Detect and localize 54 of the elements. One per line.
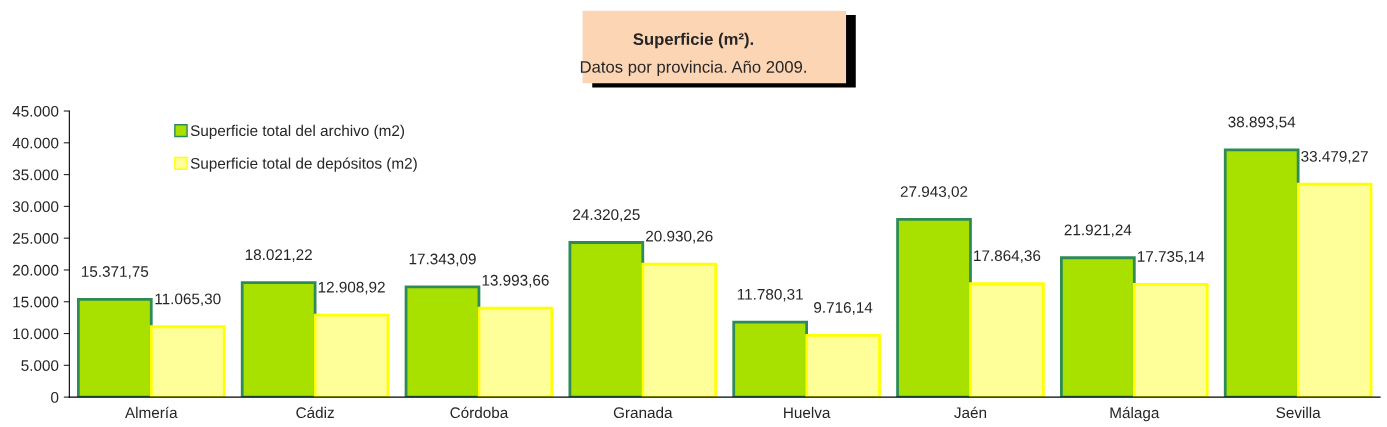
data-label: 13.993,66 xyxy=(482,274,549,288)
data-label: 24.320,25 xyxy=(573,209,640,222)
data-label: 11.780,31 xyxy=(737,288,803,302)
data-label: 20.930,26 xyxy=(646,230,713,244)
data-label: 11.065,30 xyxy=(155,293,221,307)
bar xyxy=(313,313,390,398)
bar xyxy=(240,281,317,398)
data-label: 17.343,09 xyxy=(409,253,476,267)
data-label: 17.864,36 xyxy=(974,250,1041,263)
bar xyxy=(1223,148,1300,398)
bar xyxy=(1132,282,1209,398)
data-label: 15.371,75 xyxy=(82,266,149,279)
bar xyxy=(805,333,881,398)
data-label: 18.021,22 xyxy=(245,249,312,262)
y-tick-label: 25.000 xyxy=(12,233,59,244)
bar xyxy=(76,297,153,398)
y-tick-label: 20.000 xyxy=(12,264,59,276)
bar xyxy=(969,282,1045,398)
legend-label: Superficie total de depósitos (m2) xyxy=(190,157,417,172)
y-tick-label: 40.000 xyxy=(12,137,59,149)
bar xyxy=(568,241,645,398)
chart-subtitle: Datos por provincia. Año 2009. xyxy=(580,60,806,77)
legend-label: Superficie total del archivo (m2) xyxy=(190,124,405,140)
x-tick-label: Granada xyxy=(613,406,673,419)
bar xyxy=(732,320,809,398)
x-tick-label: Málaga xyxy=(1110,406,1160,422)
x-tick-label: Almería xyxy=(124,406,178,419)
x-tick-label: Sevilla xyxy=(1276,406,1321,419)
bar xyxy=(149,325,226,398)
data-label: 12.908,92 xyxy=(318,281,385,295)
y-tick-label: 10.000 xyxy=(13,328,59,340)
x-tick-label: Cádiz xyxy=(296,406,334,419)
y-tick-label: 35.000 xyxy=(12,169,59,181)
bar xyxy=(477,306,554,398)
x-tick-label: Huelva xyxy=(784,406,831,419)
y-tick-label: 30.000 xyxy=(12,201,59,213)
data-label: 9.716,14 xyxy=(814,302,873,315)
bar xyxy=(1060,256,1136,398)
y-tick-label: 45.000 xyxy=(12,105,59,117)
x-tick-label: Jaén xyxy=(954,406,987,419)
bar xyxy=(404,285,481,398)
chart-title: Superficie (m²). xyxy=(633,32,754,49)
y-tick-label: 5.000 xyxy=(21,360,59,372)
bar xyxy=(896,218,972,398)
data-label: 27.943,02 xyxy=(900,186,968,199)
y-tick-label: 0 xyxy=(51,391,59,403)
data-label: 38.893,54 xyxy=(1228,116,1296,130)
data-label: 21.921,24 xyxy=(1064,224,1132,238)
x-tick-label: Córdoba xyxy=(450,406,509,419)
bar xyxy=(641,262,718,398)
data-label: 17.735,14 xyxy=(1137,251,1205,264)
bar xyxy=(1296,182,1373,398)
y-tick-label: 15.000 xyxy=(13,296,59,308)
data-label: 33.479,27 xyxy=(1301,150,1368,164)
